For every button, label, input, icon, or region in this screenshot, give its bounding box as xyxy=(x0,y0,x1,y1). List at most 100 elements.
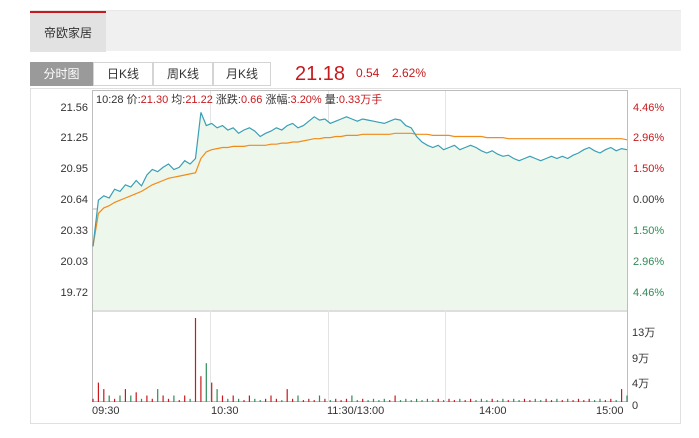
volume-bar xyxy=(594,400,596,402)
volume-bar xyxy=(475,400,477,402)
volume-bar xyxy=(464,400,466,402)
volume-tick-2: 4万 xyxy=(632,378,650,390)
volume-bar xyxy=(394,395,396,402)
info-change-label: 涨跌: xyxy=(215,94,241,106)
volume-bar xyxy=(399,400,402,402)
volume-bar xyxy=(184,395,186,402)
volume-bar xyxy=(486,400,488,402)
volume-bar xyxy=(97,382,99,402)
volume-bar xyxy=(588,398,590,402)
info-pct-label: 涨幅: xyxy=(265,94,291,106)
info-avg: 21.22 xyxy=(185,94,213,106)
info-change: 0.66 xyxy=(240,94,263,106)
y-right-tick-6: 4.46% xyxy=(633,287,665,299)
volume-bar xyxy=(211,382,213,402)
volume-bar xyxy=(534,398,536,402)
volume-bar xyxy=(297,395,299,402)
info-price-label: 价: xyxy=(126,94,141,106)
volume-bar xyxy=(383,398,385,402)
volume-bar xyxy=(281,400,283,402)
volume-bar xyxy=(545,398,547,402)
x-tick-0: 09:30 xyxy=(92,405,120,417)
volume-bar xyxy=(523,398,526,402)
y-left-tick-5: 20.03 xyxy=(60,256,88,268)
volume-bar xyxy=(577,398,580,402)
volume-bar xyxy=(92,398,94,402)
volume-bar xyxy=(362,398,364,402)
volume-bar xyxy=(335,398,337,402)
volume-bar xyxy=(513,398,515,402)
volume-bar xyxy=(178,400,180,402)
volume-bar xyxy=(108,395,110,402)
volume-bar xyxy=(567,398,569,402)
volume-bar xyxy=(302,400,304,402)
volume-bar xyxy=(329,400,331,402)
volume-bar xyxy=(205,363,207,402)
volume-bar xyxy=(140,398,143,402)
volume-bar xyxy=(119,395,121,402)
volume-bar xyxy=(351,395,353,402)
volume-bar xyxy=(318,395,321,402)
y-right-tick-2: 1.50% xyxy=(633,163,665,175)
x-tick-1: 10:30 xyxy=(211,405,239,417)
volume-tick-1: 9万 xyxy=(632,353,650,365)
tab-monthly-k[interactable]: 月K线 xyxy=(213,62,271,86)
volume-bar xyxy=(556,398,558,402)
volume-bar xyxy=(389,400,391,402)
volume-bar xyxy=(507,400,509,402)
volume-bar xyxy=(621,389,623,402)
volume-bar xyxy=(491,398,493,402)
volume-bar xyxy=(103,389,105,402)
info-pct: 3.20% xyxy=(290,94,322,106)
price-change: 0.54 xyxy=(356,66,380,80)
tab-daily-k[interactable]: 日K线 xyxy=(93,62,153,86)
volume-bar xyxy=(340,400,342,402)
info-volume: 0.33万手 xyxy=(338,94,383,106)
y-right-tick-0: 4.46% xyxy=(633,102,665,114)
price-change-percent: 2.62% xyxy=(392,66,427,80)
volume-bar xyxy=(561,400,563,402)
volume-bar xyxy=(324,398,326,402)
volume-bar xyxy=(470,398,472,402)
volume-bar xyxy=(437,398,439,402)
volume-bar xyxy=(151,398,153,402)
volume-bar xyxy=(130,395,132,402)
tab-timeshare[interactable]: 分时图 xyxy=(30,62,93,86)
volume-bar xyxy=(496,400,499,402)
volume-bar xyxy=(135,392,137,402)
y-left-tick-6: 19.72 xyxy=(60,287,88,299)
stock-name-tab[interactable]: 帝欧家居 xyxy=(30,11,106,52)
volume-bar xyxy=(167,398,170,402)
hover-info-line: 10:28 价:21.30 均:21.22 涨跌:0.66 涨幅:3.20% 量… xyxy=(96,91,382,107)
volume-bar xyxy=(502,398,504,402)
volume-bar xyxy=(421,400,423,402)
volume-tick-3: 0 xyxy=(632,400,639,412)
y-right-tick-5: 2.96% xyxy=(633,256,665,268)
volume-bar xyxy=(114,398,116,402)
volume-bar xyxy=(604,400,606,402)
volume-bar xyxy=(529,400,531,402)
volume-bar xyxy=(313,400,315,402)
volume-bar xyxy=(432,400,434,402)
current-price: 21.18 xyxy=(295,63,346,85)
volume-bar xyxy=(275,398,277,402)
volume-bar xyxy=(443,400,445,402)
volume-bar xyxy=(254,398,256,402)
volume-bar xyxy=(146,395,148,402)
volume-tick-0: 13万 xyxy=(632,327,656,339)
volume-bar xyxy=(448,398,450,402)
volume-bar xyxy=(626,395,628,402)
volume-bar xyxy=(345,398,348,402)
volume-bar xyxy=(286,389,288,402)
volume-bar xyxy=(599,398,601,402)
tab-weekly-k[interactable]: 周K线 xyxy=(153,62,213,86)
volume-bar xyxy=(416,398,418,402)
price-line xyxy=(92,112,628,247)
volume-bar xyxy=(243,400,245,402)
volume-bar xyxy=(292,398,294,402)
info-price: 21.30 xyxy=(140,94,169,106)
volume-bar xyxy=(426,398,428,402)
x-tick-3: 14:00 xyxy=(479,405,507,417)
info-time: 10:28 xyxy=(96,94,124,106)
